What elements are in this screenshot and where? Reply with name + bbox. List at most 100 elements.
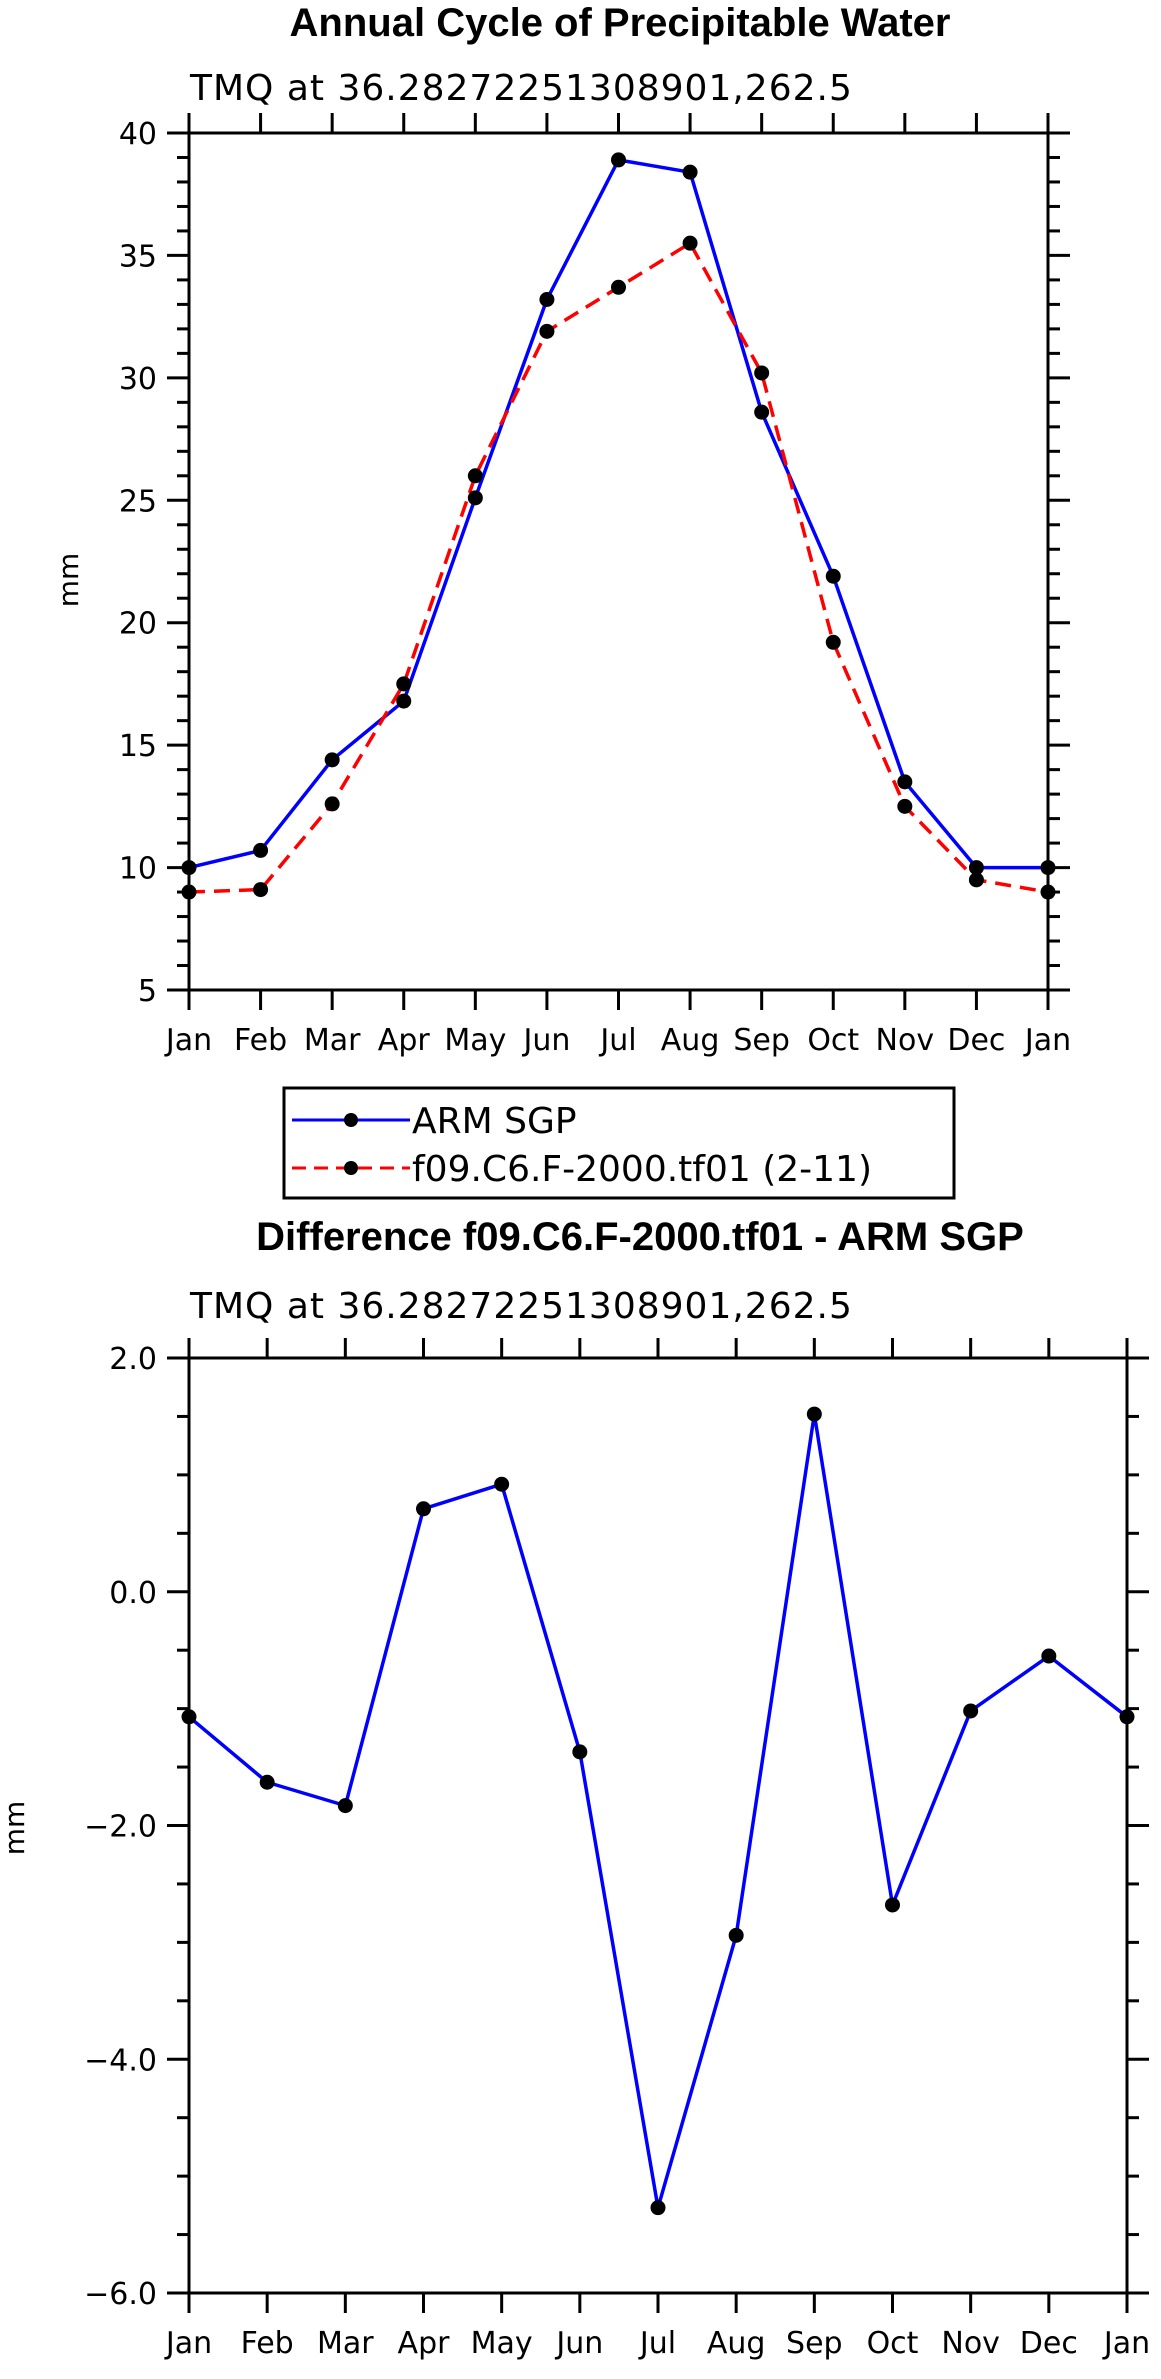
x-tick-label: Mar <box>304 1023 361 1058</box>
data-point-series-1 <box>968 872 984 888</box>
data-point-series-0 <box>885 1897 900 1913</box>
chart-title: Difference f09.C6.F-2000.tf01 - ARM SGP <box>256 1215 1024 1259</box>
chart-title: Annual Cycle of Precipitable Water <box>290 1 951 45</box>
y-tick-label: 2.0 <box>109 1342 157 1377</box>
data-point-series-1 <box>897 798 913 814</box>
data-point-series-0 <box>494 1476 510 1492</box>
y-tick-label: 15 <box>119 729 157 764</box>
data-point-series-0 <box>825 568 841 584</box>
data-point-series-1 <box>181 884 197 900</box>
x-tick-label: Jun <box>554 2326 603 2361</box>
x-tick-label: Dec <box>1020 2326 1078 2361</box>
chart-subtitle: TMQ at 36.28272251308901,262.5 <box>189 1286 853 1327</box>
y-tick-label: 35 <box>119 239 157 274</box>
precipitable-water-chart: Annual Cycle of Precipitable Water TMQ a… <box>52 1 1071 1058</box>
legend-marker-model <box>344 1161 358 1175</box>
data-point-series-0 <box>611 152 626 168</box>
x-tick-label: Apr <box>398 2326 451 2361</box>
data-point-series-0 <box>806 1406 822 1422</box>
plot-frame <box>187 1356 1129 2295</box>
data-point-series-0 <box>572 1744 588 1760</box>
data-point-series-1 <box>1040 884 1056 900</box>
x-tick-label: Jan <box>1023 1023 1071 1058</box>
data-point-series-1 <box>754 365 770 381</box>
data-point-series-0 <box>1119 1709 1135 1725</box>
y-tick-label: −4.0 <box>84 2043 157 2078</box>
x-tick-label: Jul <box>638 2326 676 2361</box>
x-tick-label: Apr <box>378 1023 431 1058</box>
data-point-series-1 <box>825 634 841 650</box>
data-point-series-0 <box>539 292 555 308</box>
y-tick-label: 5 <box>138 974 157 1009</box>
legend: ARM SGP f09.C6.F-2000.tf01 (2-11) <box>282 1086 956 1200</box>
x-tick-label: Sep <box>786 2326 843 2361</box>
x-tick-label: Mar <box>317 2326 374 2361</box>
x-tick-label: May <box>444 1023 506 1058</box>
y-tick-label: 30 <box>119 362 157 397</box>
difference-chart: Difference f09.C6.F-2000.tf01 - ARM SGP … <box>0 1215 1150 2361</box>
x-tick-label: Aug <box>707 2326 766 2361</box>
data-point-series-1 <box>682 235 698 251</box>
plot-area: −6.0 −4.0 −2.0 0.0 2.0 Jan Feb Mar Apr May Jun Jul A… <box>84 1338 1150 2361</box>
data-point-series-0 <box>963 1703 979 1719</box>
data-point-series-0 <box>181 860 197 876</box>
data-point-series-0 <box>897 774 913 790</box>
series-line-0 <box>188 158 1048 870</box>
data-point-series-0 <box>416 1501 431 1517</box>
data-point-series-0 <box>259 1774 275 1790</box>
legend-label-model: f09.C6.F-2000.tf01 (2-11) <box>412 1149 872 1190</box>
y-axis-label: mm <box>0 1801 31 1856</box>
data-point-series-0 <box>181 1709 197 1725</box>
y-tick-label: 25 <box>119 484 157 519</box>
data-point-series-0 <box>650 2200 666 2216</box>
x-tick-label: Jul <box>598 1023 636 1058</box>
y-tick-label: 20 <box>119 607 157 642</box>
y-tick-label: 0.0 <box>109 1576 157 1611</box>
y-axis-label: mm <box>52 553 85 608</box>
x-tick-label: Dec <box>947 1023 1005 1058</box>
x-tick-label: Jan <box>164 2326 212 2361</box>
data-point-series-1 <box>396 676 412 692</box>
x-tick-label: Oct <box>867 2326 919 2361</box>
data-point-series-0 <box>253 842 269 858</box>
data-point-series-1 <box>324 796 340 812</box>
data-point-series-1 <box>467 468 483 484</box>
x-tick-label: Nov <box>876 1023 935 1058</box>
data-point-series-0 <box>1040 860 1056 876</box>
data-point-series-0 <box>728 1927 744 1943</box>
data-point-series-0 <box>1041 1648 1057 1664</box>
data-point-series-0 <box>337 1798 353 1814</box>
x-tick-label: Jun <box>521 1023 570 1058</box>
x-tick-label: Aug <box>661 1023 720 1058</box>
data-point-series-1 <box>539 323 555 339</box>
data-point-series-0 <box>754 404 770 420</box>
plot-area: 5 10 15 20 25 30 35 40 Jan Feb Mar Apr May Jun Jul Aug S… <box>119 113 1071 1058</box>
data-point-series-0 <box>467 490 483 506</box>
data-point-series-0 <box>968 860 984 876</box>
data-point-series-0 <box>682 164 698 180</box>
series-line-1 <box>188 241 1049 894</box>
y-tick-label: 10 <box>119 852 157 887</box>
chart-subtitle: TMQ at 36.28272251308901,262.5 <box>189 68 853 109</box>
y-tick-label: 40 <box>119 117 157 152</box>
x-tick-label: May <box>471 2326 533 2361</box>
series-line-0 <box>187 1412 1129 2210</box>
legend-marker-arm-sgp <box>344 1113 358 1127</box>
data-point-series-0 <box>396 693 412 709</box>
data-point-series-0 <box>324 752 340 768</box>
data-point-series-1 <box>253 882 269 898</box>
x-tick-label: Oct <box>807 1023 859 1058</box>
x-tick-label: Jan <box>164 1023 212 1058</box>
x-tick-label: Feb <box>234 1023 287 1058</box>
plot-frame <box>187 131 1050 992</box>
x-tick-label: Feb <box>241 2326 294 2361</box>
x-tick-label: Jan <box>1102 2326 1150 2361</box>
y-tick-label: −2.0 <box>84 1810 157 1845</box>
x-tick-label: Sep <box>733 1023 790 1058</box>
x-tick-label: Nov <box>941 2326 1000 2361</box>
y-tick-label: −6.0 <box>84 2277 157 2312</box>
data-point-series-1 <box>611 279 626 295</box>
legend-label-arm-sgp: ARM SGP <box>412 1101 577 1142</box>
legend-box <box>282 1086 956 1200</box>
